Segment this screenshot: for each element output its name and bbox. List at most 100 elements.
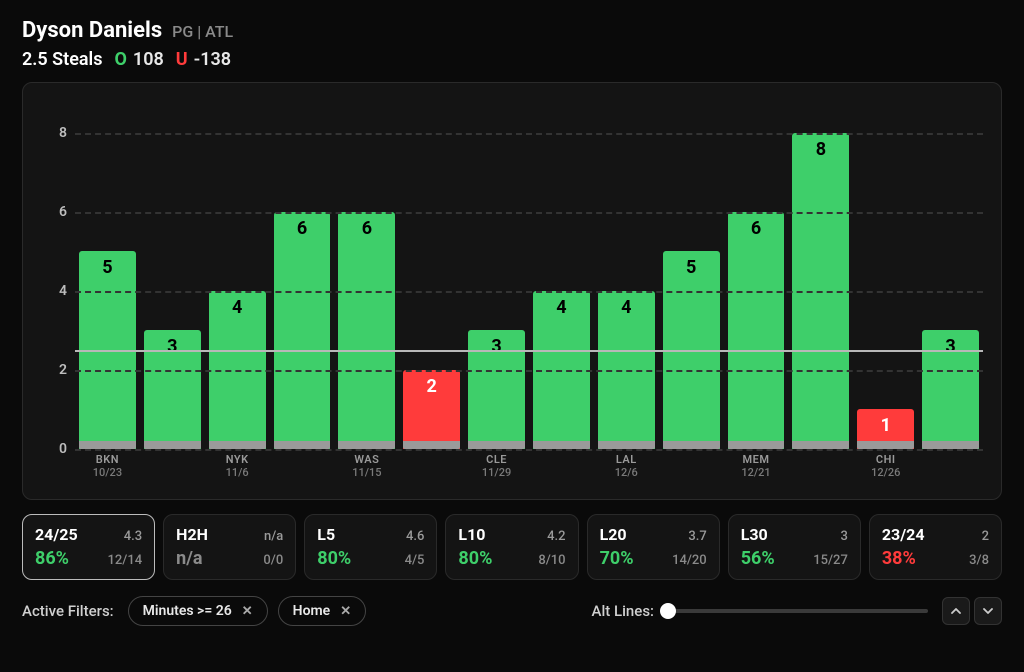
under-icon: U	[176, 49, 188, 70]
bar-slot[interactable]: 2	[403, 101, 460, 449]
bar-slot[interactable]: 1	[857, 101, 914, 449]
stat-avg: 4.3	[124, 529, 142, 544]
x-date: 12/26	[871, 466, 900, 479]
x-date: 11/6	[226, 466, 249, 479]
stat-pct: n/a	[176, 548, 255, 569]
stat-title: L30	[741, 525, 806, 544]
bar-slot[interactable]: 3	[468, 101, 525, 449]
x-label-slot	[274, 449, 331, 491]
x-label-slot	[533, 449, 590, 491]
stat-card[interactable]: L54.680%4/5	[304, 514, 437, 580]
x-opponent: LAL	[616, 453, 637, 466]
threshold-line	[75, 350, 983, 352]
grid-line	[75, 212, 983, 214]
bar-slot[interactable]: 5	[79, 101, 136, 449]
stat-pct: 70%	[600, 548, 665, 569]
bar: 6	[728, 212, 785, 449]
bar-slot[interactable]: 3	[922, 101, 979, 449]
bar-foot	[79, 441, 136, 449]
grid-line	[75, 449, 983, 451]
stat-title: L5	[317, 525, 396, 544]
stat-avg: 2	[982, 529, 989, 544]
stat-card[interactable]: L203.770%14/20	[587, 514, 720, 580]
x-date: 12/21	[741, 466, 770, 479]
x-label-slot	[922, 449, 979, 491]
alt-lines-slider[interactable]	[668, 609, 928, 613]
chart-plot: 53466234456813 BKN10/23NYK11/6WAS11/15CL…	[75, 101, 983, 491]
filter-chip[interactable]: Minutes >= 26 ✕	[128, 596, 268, 626]
x-date: 11/15	[352, 466, 381, 479]
bar-slot[interactable]: 8	[792, 101, 849, 449]
x-label-slot	[792, 449, 849, 491]
player-name: Dyson Daniels	[22, 18, 162, 43]
bar-value-label: 5	[686, 257, 696, 278]
bars-container: 53466234456813	[75, 101, 983, 449]
stat-card[interactable]: 23/24238%3/8	[869, 514, 1002, 580]
x-label-slot	[403, 449, 460, 491]
filter-chip-label: Home	[293, 603, 331, 619]
filter-chip-label: Minutes >= 26	[143, 603, 232, 619]
bar-slot[interactable]: 5	[663, 101, 720, 449]
close-icon[interactable]: ✕	[340, 604, 351, 619]
grid-line	[75, 370, 983, 372]
bar: 6	[274, 212, 331, 449]
stepper-down-button[interactable]	[974, 597, 1002, 625]
stat-title: 24/25	[35, 525, 100, 544]
slider-thumb[interactable]	[660, 603, 676, 619]
stat-card[interactable]: H2Hn/an/a0/0	[163, 514, 296, 580]
chevron-up-icon	[951, 606, 961, 616]
bar-foot	[792, 441, 849, 449]
x-opponent: WAS	[354, 453, 379, 466]
bar: 3	[922, 330, 979, 449]
bar-value-label: 8	[816, 139, 826, 160]
bar-value-label: 2	[427, 376, 437, 397]
stat-card[interactable]: L30356%15/27	[728, 514, 861, 580]
stepper-up-button[interactable]	[942, 597, 970, 625]
x-opponent: CHI	[876, 453, 896, 466]
stat-title: 23/24	[882, 525, 961, 544]
player-header: Dyson Daniels PG | ATL 2.5 Steals O 108 …	[22, 18, 1002, 70]
over-odds[interactable]: O 108	[114, 49, 163, 70]
bar-value-label: 6	[297, 218, 307, 239]
stats-row: 24/254.386%12/14H2Hn/an/a0/0L54.680%4/5L…	[22, 514, 1002, 580]
bar: 1	[857, 409, 914, 449]
close-icon[interactable]: ✕	[242, 604, 253, 619]
stat-avg: 4.6	[406, 529, 424, 544]
bar-value-label: 4	[556, 297, 566, 318]
bar-foot	[403, 441, 460, 449]
bar: 3	[144, 330, 201, 449]
grid-line	[75, 133, 983, 135]
bar-value-label: 5	[102, 257, 112, 278]
bar-slot[interactable]: 6	[274, 101, 331, 449]
bar: 2	[403, 370, 460, 449]
bar-slot[interactable]: 4	[598, 101, 655, 449]
y-tick: 8	[59, 125, 67, 141]
stat-pct: 38%	[882, 548, 961, 569]
stat-avg: n/a	[264, 529, 283, 544]
stat-card[interactable]: L104.280%8/10	[445, 514, 578, 580]
alt-lines-label: Alt Lines:	[592, 602, 654, 620]
bar-slot[interactable]: 4	[533, 101, 590, 449]
x-label-slot: NYK11/6	[209, 449, 266, 491]
prop-label: 2.5 Steals	[22, 49, 102, 70]
bar: 3	[468, 330, 525, 449]
bar-slot[interactable]: 4	[209, 101, 266, 449]
stat-frac: 4/5	[405, 553, 425, 568]
bar: 6	[338, 212, 395, 449]
x-date: 12/6	[615, 466, 638, 479]
x-opponent: CLE	[486, 453, 507, 466]
filter-chip[interactable]: Home ✕	[278, 596, 366, 626]
bar-slot[interactable]: 6	[728, 101, 785, 449]
bar-slot[interactable]: 3	[144, 101, 201, 449]
stat-card[interactable]: 24/254.386%12/14	[22, 514, 155, 580]
under-odds[interactable]: U -138	[176, 49, 231, 70]
footer-row: Active Filters: Minutes >= 26✕Home✕ Alt …	[22, 596, 1002, 626]
chart-panel: 02468 53466234456813 BKN10/23NYK11/6WAS1…	[22, 82, 1002, 500]
stat-avg: 3	[840, 529, 847, 544]
bar-slot[interactable]: 6	[338, 101, 395, 449]
bar-value-label: 3	[491, 336, 501, 357]
y-axis: 02468	[41, 101, 75, 491]
stat-pct: 80%	[458, 548, 530, 569]
bar-foot	[209, 441, 266, 449]
x-label-slot	[663, 449, 720, 491]
